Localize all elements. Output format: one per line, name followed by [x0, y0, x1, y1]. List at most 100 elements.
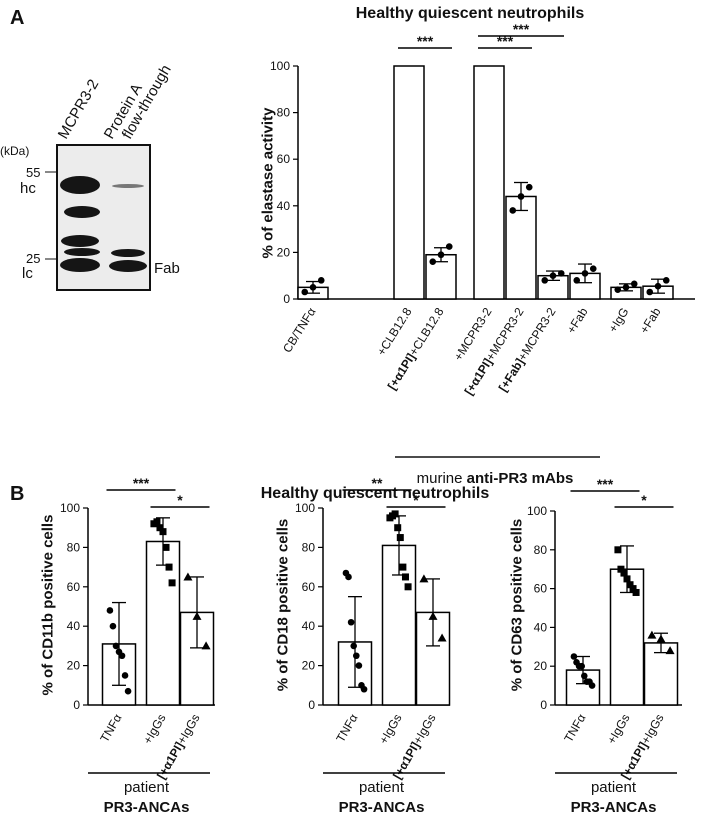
- data-point: [626, 581, 634, 589]
- y-tick-label: 20: [277, 245, 291, 259]
- chart-title: Healthy quiescent neutrophils: [356, 5, 585, 22]
- x-tick-label: +IgGs: [376, 712, 404, 747]
- data-point: [570, 653, 578, 660]
- data-point: [419, 574, 429, 583]
- y-tick-label: 40: [534, 620, 548, 634]
- y-tick-label: 60: [534, 582, 548, 596]
- y-tick-label: 80: [277, 106, 291, 120]
- y-tick-label: 60: [302, 580, 316, 594]
- x-tick-label: CB/TNFα: [280, 305, 319, 355]
- group-label: PR3-ANCAs: [104, 799, 190, 816]
- data-point: [581, 270, 589, 277]
- y-tick-label: 60: [277, 152, 291, 166]
- data-point: [401, 573, 409, 581]
- data-point: [156, 524, 164, 532]
- blot-marker: 25: [26, 251, 40, 266]
- data-point: [629, 585, 637, 593]
- data-point: [622, 284, 630, 291]
- data-point: [632, 588, 640, 596]
- y-tick-label: 0: [73, 698, 80, 712]
- y-tick-label: 100: [60, 501, 80, 515]
- y-tick-label: 40: [277, 199, 291, 213]
- blot-bands: [60, 176, 147, 272]
- group-label: patient: [124, 779, 170, 796]
- y-tick-label: 20: [302, 659, 316, 673]
- data-point: [541, 277, 549, 284]
- group-label: patient: [591, 779, 637, 796]
- data-point: [352, 652, 360, 660]
- y-axis-label: % of CD63 positive cells: [508, 518, 526, 692]
- data-point: [614, 546, 622, 554]
- data-point: [404, 583, 412, 591]
- data-point: [159, 528, 167, 536]
- y-tick-label: 40: [302, 619, 316, 633]
- x-tick-label: TNFα: [97, 711, 124, 744]
- group-label: PR3-ANCAs: [339, 799, 425, 816]
- y-tick-label: 100: [270, 59, 290, 73]
- data-point: [118, 652, 126, 660]
- y-tick-label: 0: [308, 698, 315, 712]
- significance-label: ***: [513, 21, 530, 37]
- data-point: [168, 579, 176, 587]
- data-point: [588, 682, 596, 689]
- y-tick-label: 100: [527, 504, 547, 518]
- data-point: [399, 563, 407, 571]
- data-point: [429, 258, 437, 266]
- data-point: [309, 284, 317, 291]
- significance-label: **: [372, 475, 383, 491]
- x-tick-label: [+Fab]+MCPR3-2: [496, 305, 559, 394]
- blot-marker: 55: [26, 165, 40, 180]
- y-tick-label: 60: [67, 580, 81, 594]
- data-point: [662, 277, 670, 284]
- x-tick-label: +IgG: [606, 305, 632, 335]
- data-point: [391, 510, 399, 518]
- y-axis-label: % of CD11b positive cells: [39, 514, 57, 696]
- blot-band-label: hc: [20, 180, 36, 197]
- group-label: murine anti-PR3 mAbs: [417, 470, 574, 487]
- blot-band-label: lc: [22, 265, 33, 282]
- group-label-part: murine: [417, 470, 463, 487]
- significance-label: ***: [133, 475, 150, 491]
- data-point: [345, 573, 352, 581]
- data-point: [317, 277, 325, 284]
- data-point: [578, 662, 586, 670]
- blot-band-label: Fab: [154, 260, 180, 277]
- data-point: [617, 565, 625, 573]
- data-point: [647, 630, 657, 639]
- data-point: [360, 685, 368, 693]
- data-point: [630, 280, 638, 288]
- bar: [505, 195, 537, 300]
- data-point: [654, 282, 662, 290]
- data-point: [124, 687, 132, 695]
- group-label: PR3-ANCAs: [571, 799, 657, 816]
- group-label-part: anti-PR3 mAbs: [467, 470, 574, 487]
- lane-label: MCPR3-2: [55, 76, 103, 142]
- data-point: [517, 193, 525, 200]
- data-point: [201, 641, 211, 650]
- data-point: [665, 646, 675, 655]
- y-tick-label: 20: [534, 659, 548, 673]
- significance-label: *: [177, 492, 183, 508]
- significance-label: ***: [597, 476, 614, 492]
- data-point: [109, 622, 117, 630]
- data-point: [165, 563, 173, 571]
- data-point: [428, 611, 438, 620]
- data-point: [620, 569, 628, 577]
- y-axis-label: % of elastase activity: [259, 107, 277, 259]
- data-point: [614, 286, 622, 293]
- data-point: [525, 183, 533, 191]
- x-tick-label: TNFα: [333, 711, 360, 744]
- data-point: [106, 607, 114, 614]
- y-tick-label: 0: [540, 698, 547, 712]
- data-point: [580, 672, 588, 680]
- panel-label: B: [10, 483, 24, 505]
- data-point: [646, 288, 654, 296]
- significance-label: *: [413, 492, 419, 508]
- data-point: [162, 543, 170, 551]
- bar: [145, 540, 181, 706]
- x-tick-label: +Fab: [637, 305, 664, 336]
- data-point: [445, 243, 453, 250]
- x-tick-label: TNFα: [561, 711, 588, 744]
